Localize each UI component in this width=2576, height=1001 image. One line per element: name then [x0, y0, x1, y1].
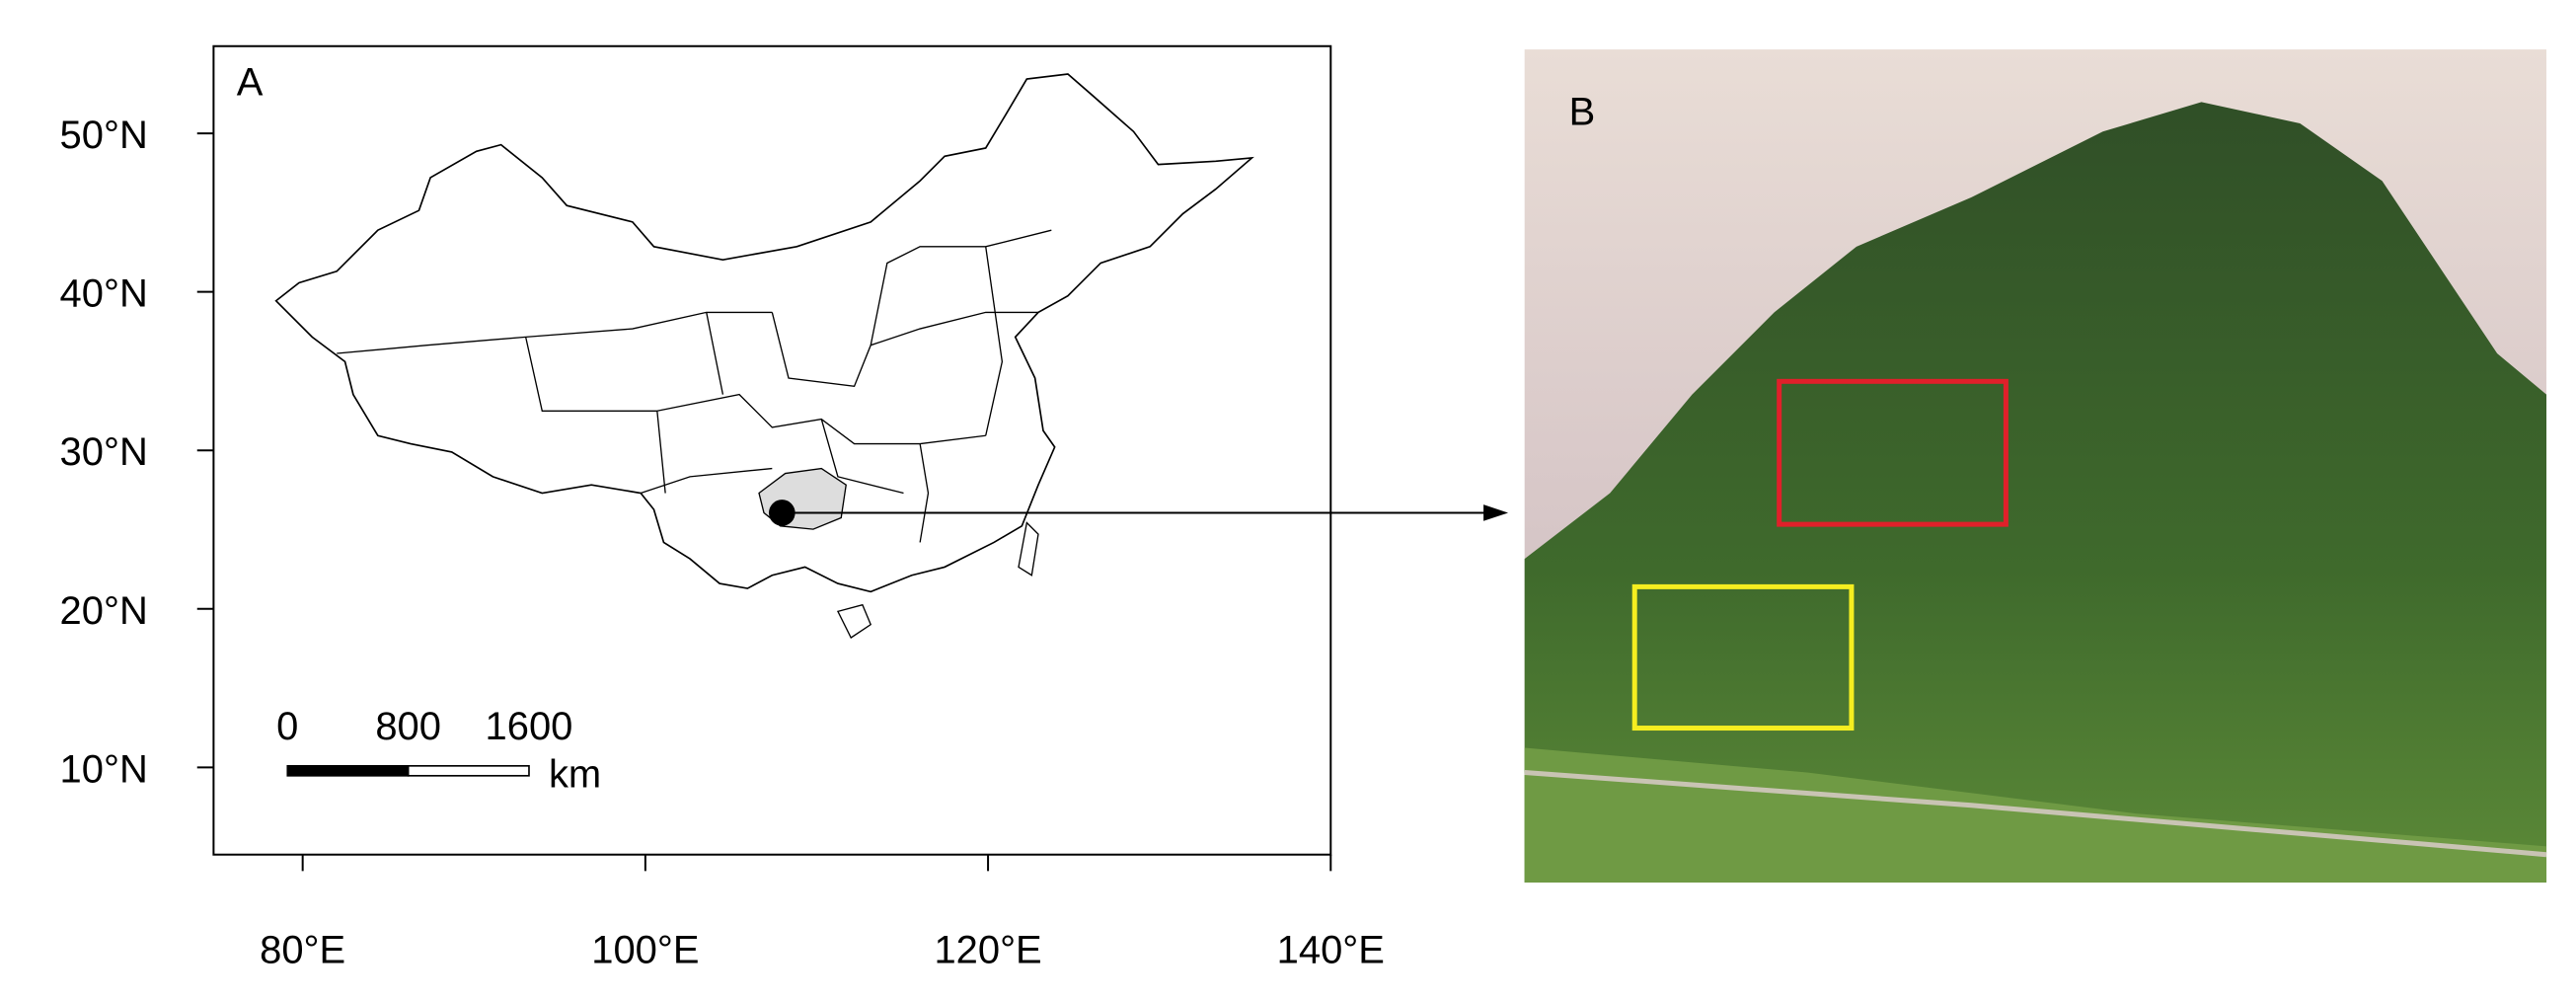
- panel-label: A: [237, 61, 264, 105]
- plot-box-red: [1777, 378, 2008, 527]
- x-tick-label: 80°E: [260, 929, 345, 972]
- scale-bar-fill: [286, 764, 410, 777]
- y-tick-label: 40°N: [60, 272, 148, 316]
- photo-road: [1524, 769, 2547, 858]
- x-tick-label: 120°E: [934, 929, 1041, 972]
- x-tick-label: 140°E: [1277, 929, 1385, 972]
- photo-hill: [1524, 102, 2547, 884]
- y-tick-label: 20°N: [60, 589, 148, 633]
- x-tick-label: 100°E: [591, 929, 699, 972]
- y-tick-label: 10°N: [60, 747, 148, 791]
- scale-label: 1600: [486, 705, 573, 748]
- y-tick-label: 50°N: [60, 114, 148, 157]
- photo-panel: B: [1524, 49, 2547, 884]
- arrow-head: [1483, 504, 1509, 521]
- photo-ground: [1524, 747, 2547, 884]
- scale-unit: km: [549, 752, 601, 796]
- plot-box-yellow: [1631, 583, 1855, 732]
- y-tick-label: 30°N: [60, 430, 148, 474]
- scale-bar-empty: [407, 764, 530, 777]
- scale-label: 0: [276, 705, 298, 748]
- axes: 80°E 100°E 120°E 140°E 10°N 20°N 30°N 40°N 50°N: [60, 114, 1385, 972]
- islands: [836, 521, 1039, 639]
- panel-label: B: [1569, 91, 1596, 134]
- province-borders: [337, 229, 1052, 543]
- scale-label: 800: [375, 705, 441, 748]
